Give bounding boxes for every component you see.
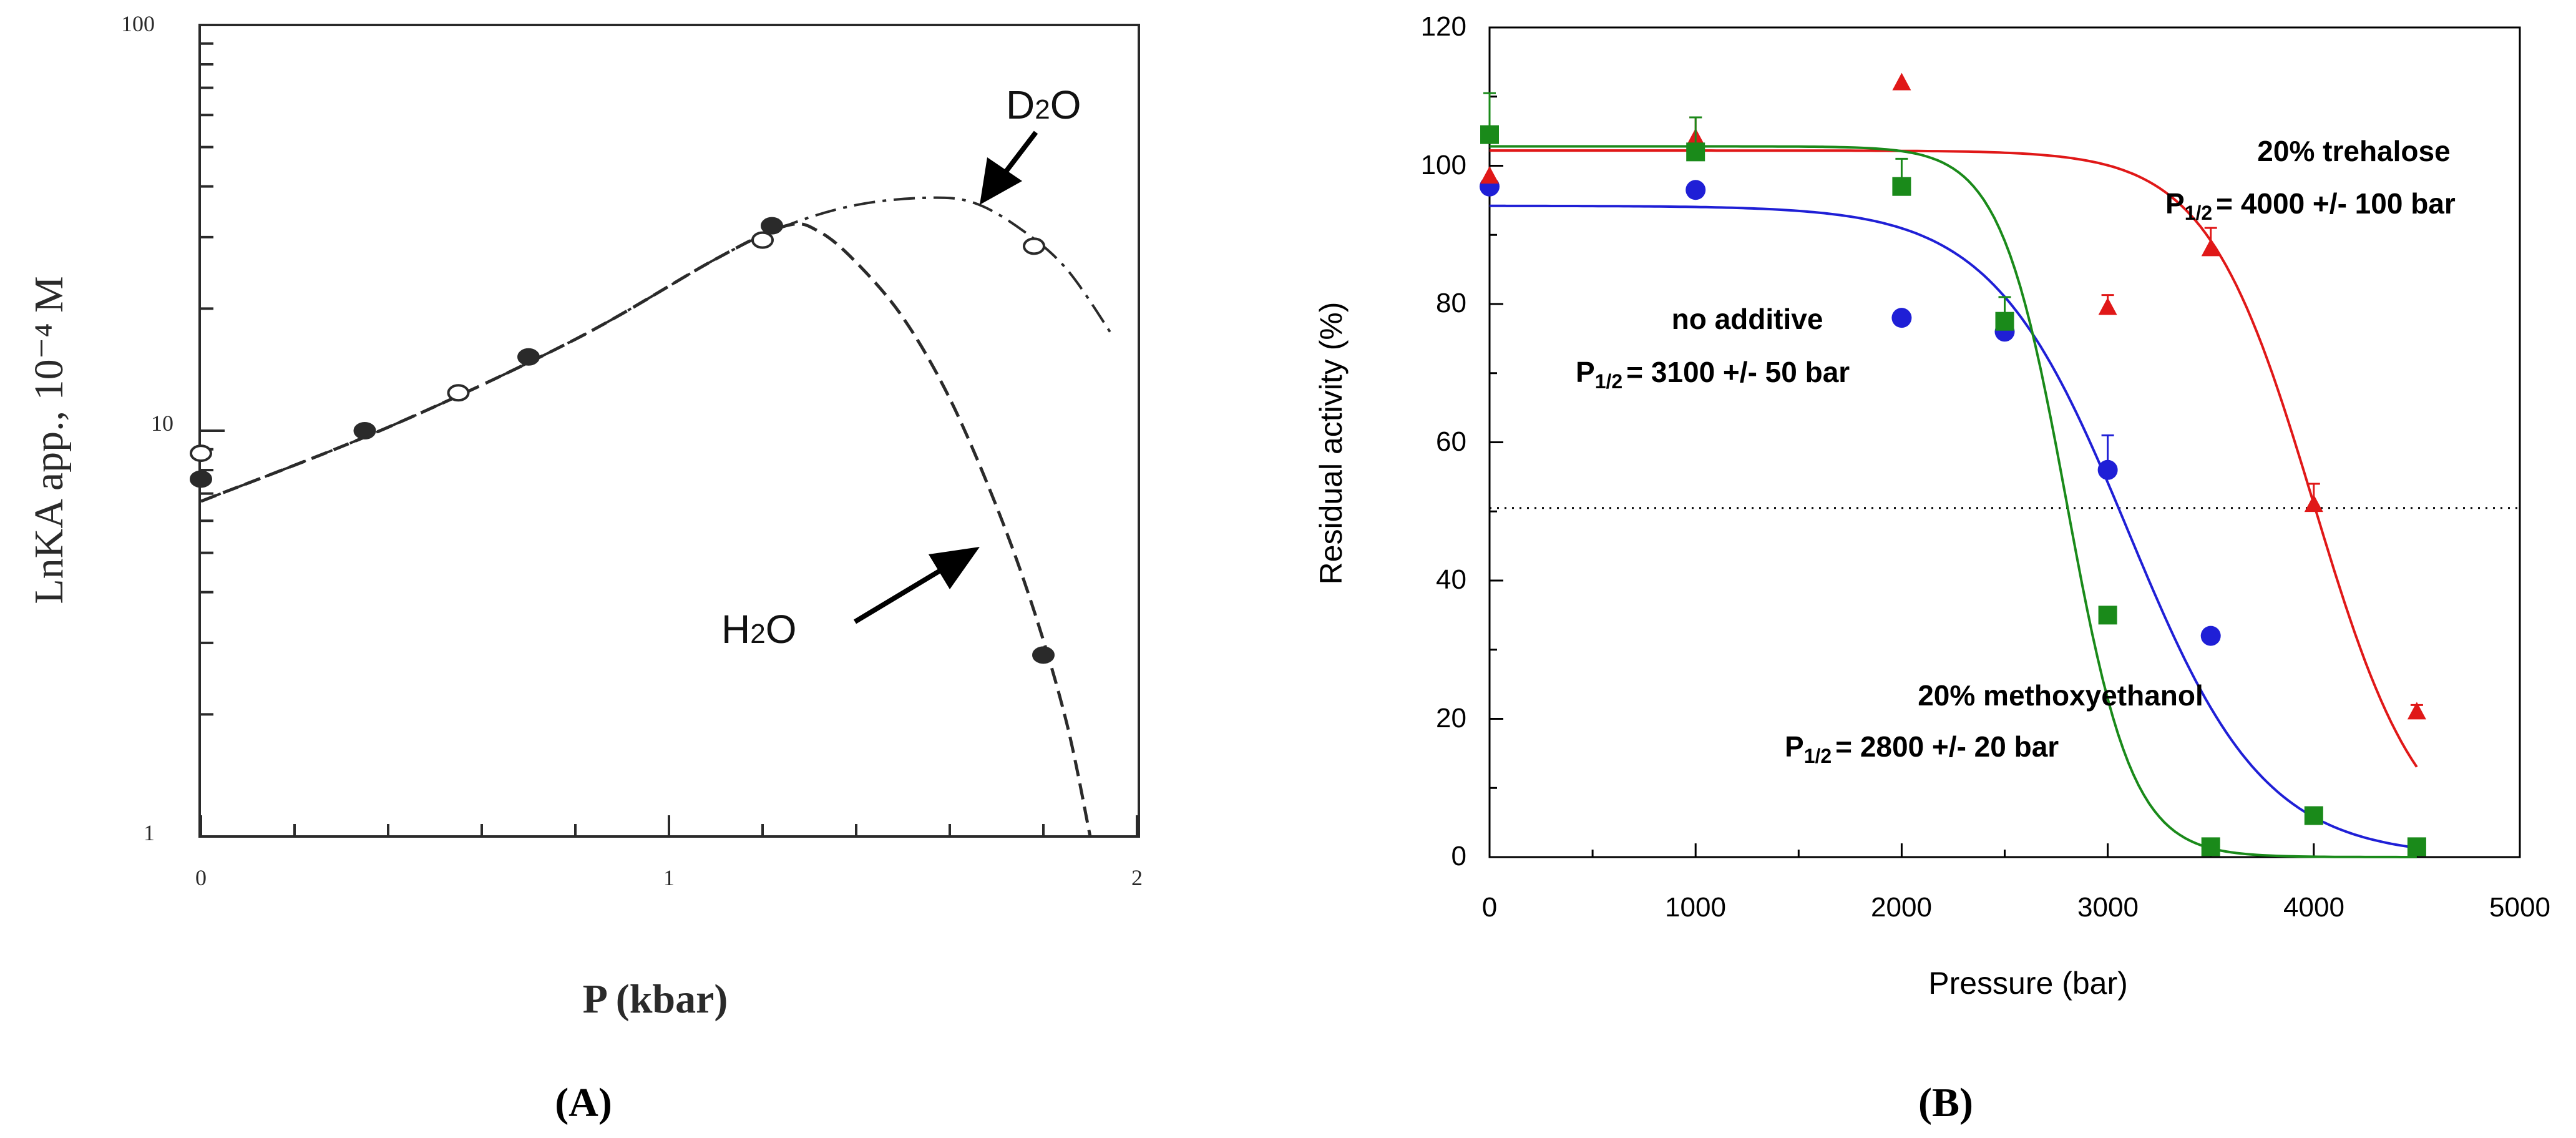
panel-b-no-additive-fit (1490, 204, 2417, 850)
panel-b-20-methoxyethanol-point (2201, 837, 2220, 856)
panel-b-no-additive-label: no additive (1672, 303, 1823, 335)
panel-b-no-additive-point (2200, 625, 2221, 646)
panel-b-20-trehalose-point (1480, 166, 1499, 184)
panel-a-d2o-point (751, 231, 774, 249)
panel-a-points (190, 217, 1055, 664)
panel-b-label: (B) (1918, 1080, 1973, 1126)
panel-b-20-methoxyethanol-point (1480, 125, 1499, 144)
panel-b-points (1480, 72, 2426, 856)
panel-a-x-tick-2: 2 (1131, 865, 1143, 890)
panel-b-y-tick-0: 0 (1451, 841, 1466, 871)
panel-a-d2o-point (447, 384, 470, 402)
panel-b-x-tick-2000: 2000 (1871, 892, 1932, 923)
panel-a-label: (A) (555, 1080, 612, 1126)
panel-b-x-tick-4000: 4000 (2283, 892, 2344, 923)
panel-b-y-tick-60: 60 (1436, 426, 1466, 457)
panel-a-h2o-point (761, 217, 783, 235)
panel-a-d2o-arrow (980, 130, 1038, 205)
panel-b-y-tick-120: 120 (1421, 11, 1466, 42)
panel-a-d2o-label: D2O (1006, 82, 1081, 127)
panel-b-x-tick-0: 0 (1482, 892, 1497, 923)
panel-b-y-tick-40: 40 (1436, 564, 1466, 595)
panel-a-y-tick-100: 100 (121, 11, 155, 36)
panel-b-20-methoxyethanol-point (2407, 837, 2426, 856)
panel-b-20-trehalose-point (2407, 702, 2426, 720)
panel-b-20-trehalose-point (2098, 297, 2117, 315)
panel-a-h2o-curve (200, 222, 1092, 837)
panel-b-x-tick-3000: 3000 (2077, 892, 2139, 923)
panel-b-y-tick-80: 80 (1436, 288, 1466, 318)
panel-a-h2o-label: H2O (721, 607, 796, 652)
panel-b-y-tick-20: 20 (1436, 703, 1466, 733)
panel-b-trehalose-p-half: P1/2 = 4000 +/- 100 bar (2165, 187, 2456, 224)
panel-a-x-ticks (200, 815, 1138, 836)
panel-b-no-additive-point (2097, 459, 2118, 480)
panel-b-20-trehalose-point (1892, 72, 1911, 91)
panel-b-no-additive-point (1686, 180, 1706, 200)
panel-a-y-ticks (200, 24, 225, 838)
panel-b: 0 20 40 60 80 100 120 0 1000 2000 3000 4… (1314, 11, 2550, 1126)
panel-a-x-tick-0: 0 (195, 865, 207, 890)
panel-a-y-tick-1: 1 (144, 820, 155, 845)
panel-b-20-methoxyethanol-point (1686, 142, 1705, 162)
panel-a-h2o-point (353, 422, 376, 439)
panel-b-20-trehalose-point (2201, 238, 2220, 257)
panel-a-x-axis-title: P (kbar) (583, 976, 728, 1022)
panel-b-20-methoxyethanol-point (2098, 606, 2117, 625)
panel-a-d2o-point (190, 444, 212, 463)
panel-b-x-tick-5000: 5000 (2489, 892, 2550, 923)
panel-b-trehalose-fit (1490, 149, 2418, 768)
panel-b-trehalose-label: 20% trehalose (2257, 135, 2450, 167)
panel-a-h2o-arrow (853, 547, 980, 624)
panel-b-no-additive-point (1891, 308, 1912, 328)
panel-b-methoxyethanol-fit (1490, 145, 2417, 858)
panel-b-x-tick-1000: 1000 (1665, 892, 1726, 923)
panel-b-methoxyethanol-label: 20% methoxyethanol (1918, 679, 2203, 712)
panel-b-y-tick-100: 100 (1421, 150, 1466, 180)
panel-b-no-additive-p-half: P1/2 = 3100 +/- 50 bar (1576, 356, 1850, 393)
panel-b-methoxyethanol-p-half: P1/2 = 2800 +/- 20 bar (1785, 730, 2059, 767)
panel-a-y-axis-title: LnKA app., 10⁻⁴ M (26, 276, 72, 604)
panel-b-20-methoxyethanol-point (2304, 806, 2323, 825)
panel-a-h2o-point (517, 348, 540, 366)
panel-b-20-methoxyethanol-point (1892, 177, 1911, 196)
panel-b-20-methoxyethanol-point (1995, 311, 2014, 331)
panel-b-x-axis-title: Pressure (bar) (1928, 966, 2128, 1001)
panel-a-y-tick-10: 10 (151, 411, 173, 436)
panel-a-h2o-point (1032, 646, 1055, 664)
panel-a-x-tick-1: 1 (663, 865, 675, 890)
panel-b-20-trehalose-point (2304, 494, 2323, 513)
panel-a-h2o-point (190, 470, 212, 488)
panel-a-frame (198, 24, 1140, 838)
panel-b-y-axis-title: Residual activity (%) (1314, 302, 1349, 585)
panel-a: 100 10 1 0 1 2 P (kbar) LnKA app., 10⁻⁴ … (26, 11, 1143, 1126)
panel-a-d2o-point (1023, 237, 1045, 255)
